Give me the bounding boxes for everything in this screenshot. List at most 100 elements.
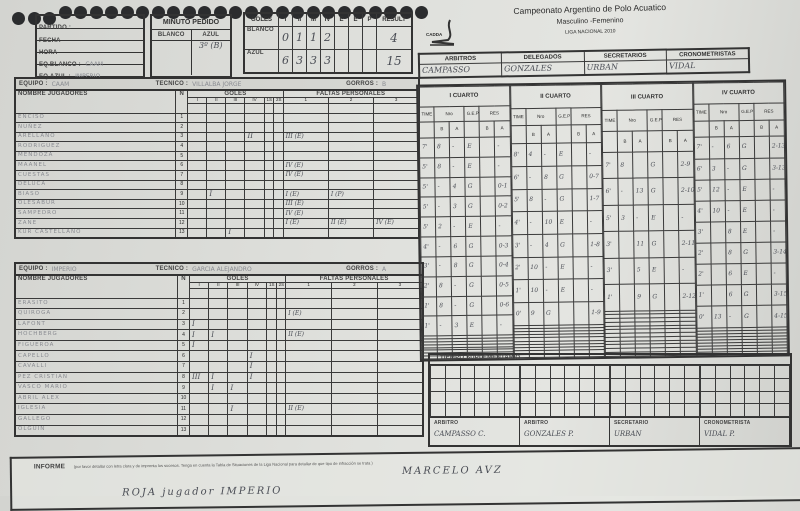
- foul-cell[interactable]: [285, 371, 332, 384]
- goal-cell[interactable]: [266, 414, 277, 426]
- goal-cell[interactable]: [263, 198, 275, 210]
- goal-cell[interactable]: [227, 318, 248, 331]
- goal-cell[interactable]: [206, 170, 227, 181]
- player-name[interactable]: QUIROGA: [14, 308, 178, 320]
- signature-box[interactable]: SECRETARIO URBAN: [610, 418, 700, 445]
- goal-cell[interactable]: [187, 179, 208, 191]
- quarter-event-cell[interactable]: [479, 156, 496, 177]
- quarter-event-cell[interactable]: -: [449, 157, 466, 178]
- goal-cell[interactable]: [275, 361, 287, 373]
- goal-cell[interactable]: I: [246, 361, 267, 373]
- goal-cell[interactable]: [188, 297, 210, 310]
- goal-cell[interactable]: [208, 403, 229, 416]
- extra-time-cell[interactable]: [489, 390, 506, 405]
- quarter-event-cell[interactable]: 4': [511, 211, 528, 235]
- goal-cell[interactable]: [275, 350, 287, 363]
- goal-cell[interactable]: [225, 189, 246, 200]
- goal-cell[interactable]: [275, 424, 287, 437]
- azul-period-score[interactable]: [348, 48, 363, 74]
- goal-cell[interactable]: [188, 424, 210, 437]
- goal-cell[interactable]: [225, 218, 246, 229]
- foul-cell[interactable]: II (E): [285, 403, 332, 416]
- goal-cell[interactable]: [273, 189, 284, 200]
- goal-cell[interactable]: [187, 208, 208, 220]
- goal-cell[interactable]: [266, 424, 277, 437]
- quarter-event-cell[interactable]: 10: [542, 211, 558, 235]
- extra-time-cell[interactable]: [430, 390, 446, 405]
- quarter-event-cell[interactable]: G: [465, 176, 481, 197]
- goal-cell[interactable]: [187, 227, 208, 239]
- goal-cell[interactable]: [206, 227, 227, 239]
- quarter-event-cell[interactable]: -: [542, 279, 559, 303]
- goal-cell[interactable]: [187, 198, 208, 210]
- quarter-event-cell[interactable]: [710, 263, 727, 286]
- goal-cell[interactable]: [187, 189, 208, 200]
- quarter-event-cell[interactable]: 8: [434, 157, 451, 178]
- extra-time-cell[interactable]: [520, 390, 536, 405]
- goal-cell[interactable]: I: [208, 329, 229, 341]
- extra-time-cell[interactable]: [594, 403, 610, 417]
- extra-time-cell[interactable]: [759, 377, 776, 392]
- goal-cell[interactable]: [263, 170, 275, 181]
- foul-cell[interactable]: IV (E): [282, 160, 329, 172]
- goal-cell[interactable]: [275, 318, 287, 331]
- foul-cell[interactable]: IV (E): [373, 218, 420, 229]
- quarter-event-cell[interactable]: [663, 204, 680, 231]
- goal-cell[interactable]: [227, 392, 248, 405]
- quarter-event-cell[interactable]: 6': [511, 166, 527, 190]
- foul-cell[interactable]: [373, 198, 420, 210]
- goal-cell[interactable]: [227, 414, 248, 426]
- signature-box[interactable]: ARBITRO GONZALES P.: [520, 418, 610, 445]
- foul-cell[interactable]: [330, 414, 378, 426]
- extra-time-cell[interactable]: [700, 365, 716, 379]
- quarter-event-cell[interactable]: G: [740, 242, 756, 264]
- tecnico-value[interactable]: VILLALBA JORGE: [192, 80, 242, 88]
- equipo-value[interactable]: IMPERIO: [51, 265, 77, 273]
- extra-time-cell[interactable]: [549, 390, 566, 405]
- goal-cell[interactable]: III: [188, 371, 210, 384]
- extra-time-cell[interactable]: [459, 365, 476, 379]
- extra-time-cell[interactable]: [684, 390, 700, 405]
- quarter-event-cell[interactable]: [479, 136, 495, 158]
- goal-cell[interactable]: [266, 329, 277, 341]
- quarter-event-cell[interactable]: [754, 136, 770, 158]
- goal-cell[interactable]: [273, 160, 284, 172]
- goal-cell[interactable]: [266, 318, 277, 331]
- goal-cell[interactable]: [263, 160, 275, 172]
- goal-cell[interactable]: [263, 112, 275, 124]
- quarter-event-cell[interactable]: 10: [709, 200, 726, 222]
- goal-cell[interactable]: [225, 131, 246, 143]
- foul-cell[interactable]: [330, 424, 378, 437]
- quarter-event-cell[interactable]: 0-4: [496, 255, 512, 276]
- quarter-event-cell[interactable]: G: [466, 275, 482, 297]
- foul-cell[interactable]: [285, 361, 332, 373]
- goal-cell[interactable]: [208, 297, 229, 310]
- quarter-event-cell[interactable]: -: [678, 204, 695, 231]
- foul-cell[interactable]: [330, 382, 378, 394]
- extra-time-cell[interactable]: [774, 377, 790, 392]
- quarter-event-cell[interactable]: [572, 256, 589, 280]
- quarter-event-cell[interactable]: 4: [450, 177, 466, 198]
- foul-cell[interactable]: [327, 150, 375, 162]
- goal-cell[interactable]: [263, 122, 275, 133]
- foul-cell[interactable]: [330, 403, 378, 416]
- quarter-event-cell[interactable]: -: [633, 204, 649, 232]
- extra-time-cell[interactable]: [579, 365, 596, 379]
- equipo-value[interactable]: CAAM: [51, 80, 70, 88]
- quarter-event-cell[interactable]: -: [541, 188, 558, 212]
- quarter-event-cell[interactable]: -: [494, 156, 511, 177]
- foul-cell[interactable]: [373, 227, 420, 239]
- azul-period-score[interactable]: 3: [306, 48, 321, 74]
- quarter-event-cell[interactable]: E: [648, 204, 664, 232]
- quarter-event-cell[interactable]: [558, 301, 574, 325]
- extra-time-cell[interactable]: [729, 403, 746, 417]
- foul-cell[interactable]: [373, 170, 420, 181]
- quarter-event-cell[interactable]: [710, 242, 726, 265]
- goal-cell[interactable]: [263, 141, 275, 152]
- foul-cell[interactable]: [376, 382, 424, 394]
- extra-time-cell[interactable]: [444, 377, 461, 392]
- player-name[interactable]: ERASITO: [14, 297, 178, 310]
- goal-cell[interactable]: [206, 150, 227, 162]
- foul-cell[interactable]: [373, 112, 420, 124]
- foul-cell[interactable]: [327, 112, 375, 124]
